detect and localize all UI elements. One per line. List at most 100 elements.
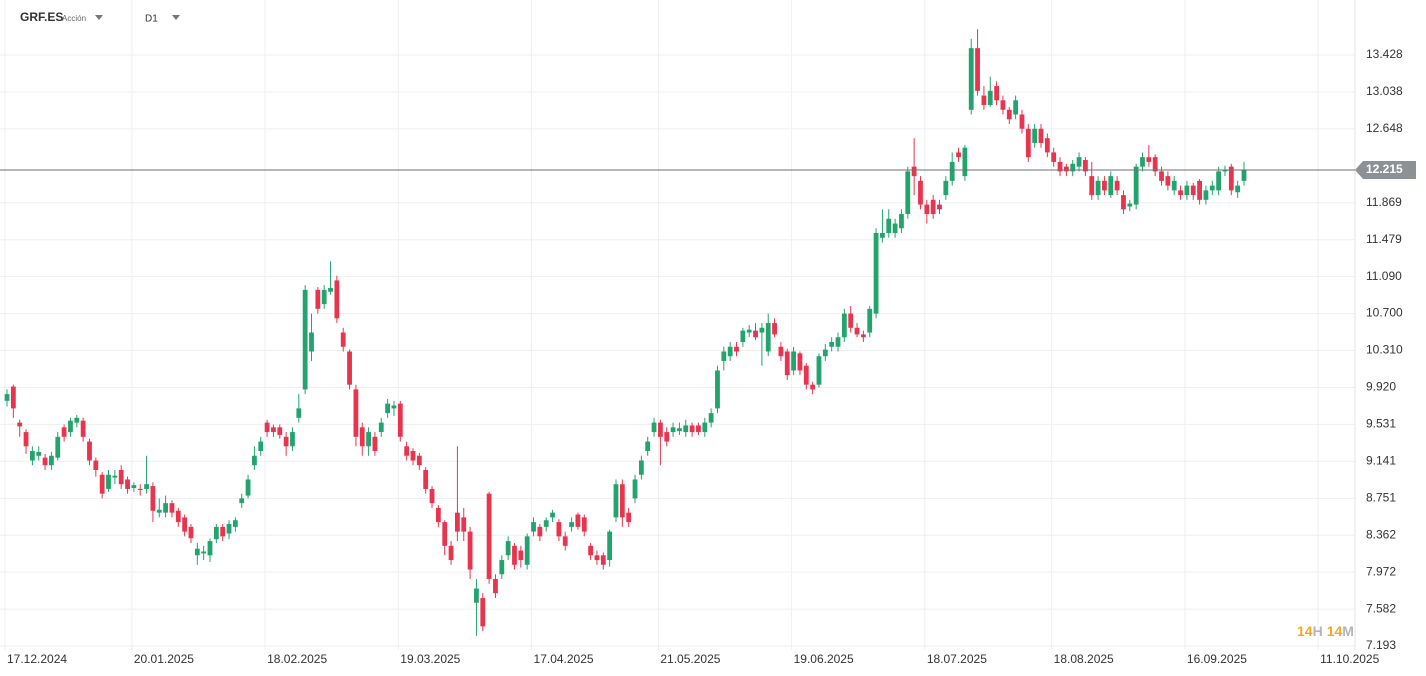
- candle-body: [23, 432, 29, 447]
- candle-body: [353, 389, 359, 437]
- candle-body: [499, 560, 505, 575]
- candle-body: [245, 479, 251, 496]
- countdown: 14H 14M: [1297, 623, 1354, 639]
- candle-body: [397, 403, 403, 437]
- candle-body: [334, 280, 340, 319]
- candle-body: [315, 289, 321, 309]
- candle-body: [163, 503, 168, 513]
- candle-body: [188, 526, 194, 539]
- candle-body: [924, 204, 930, 215]
- candle-body: [670, 427, 676, 433]
- candle-body: [74, 417, 80, 423]
- candle-body: [962, 147, 968, 177]
- candle-body: [645, 441, 651, 452]
- candle-body: [1190, 185, 1196, 196]
- candle-body: [829, 342, 835, 347]
- timeframe[interactable]: D1: [145, 14, 158, 25]
- candle-body: [1235, 185, 1241, 193]
- candle-body: [600, 555, 606, 565]
- candle-body: [1057, 161, 1063, 172]
- candle-body: [886, 218, 892, 234]
- candle-body: [125, 479, 130, 489]
- candle-body: [810, 384, 816, 390]
- candle-body: [1159, 171, 1164, 181]
- candle-body: [410, 451, 416, 461]
- x-tick-label: 18.02.2025: [267, 652, 327, 666]
- candle-body: [791, 351, 797, 371]
- candle-body: [1070, 163, 1076, 172]
- candle-body: [657, 422, 663, 437]
- candle-body: [727, 346, 733, 357]
- candle-body: [556, 522, 562, 537]
- candle-body: [994, 86, 999, 101]
- labels: 7.193 7.582 7.972 8.362 8.751 9.141 9.531 9.920…: [7, 47, 1416, 666]
- candle-body: [144, 484, 149, 489]
- candle-body: [252, 455, 257, 466]
- candle-body: [106, 474, 111, 489]
- y-tick-label: 9.531: [1366, 417, 1396, 431]
- candle-body: [797, 353, 803, 371]
- y-tick-label: 8.751: [1366, 491, 1396, 505]
- candle-body: [632, 479, 638, 499]
- candle-body: [1121, 195, 1126, 210]
- candle-body: [696, 425, 701, 433]
- candle-body: [1102, 180, 1107, 191]
- candle-body: [854, 327, 860, 335]
- candle-body: [1146, 157, 1152, 162]
- candle-body: [746, 329, 752, 333]
- candle-body: [99, 474, 105, 494]
- candle-body: [708, 413, 714, 423]
- dropdown-arrow[interactable]: [172, 15, 180, 20]
- candle-body: [638, 460, 644, 475]
- candle-body: [651, 422, 657, 433]
- candle-body: [423, 469, 429, 489]
- candle-body: [1184, 185, 1190, 196]
- candle-body: [588, 545, 594, 556]
- candle-body: [1006, 109, 1012, 120]
- candle-body: [194, 548, 200, 556]
- x-tick-label: 18.07.2025: [927, 652, 987, 666]
- candle-body: [1095, 180, 1101, 196]
- candle-body: [1076, 157, 1082, 167]
- candle-body: [626, 512, 632, 523]
- candle-body: [1228, 166, 1234, 191]
- y-tick-label: 11.869: [1366, 195, 1402, 209]
- candle-body: [1063, 166, 1069, 172]
- symbol[interactable]: GRF.ES: [20, 10, 63, 24]
- candle-body: [1209, 185, 1215, 191]
- candles: [0, 29, 1355, 636]
- candle-body: [29, 451, 35, 461]
- countdown-minutes: 14: [1327, 623, 1343, 639]
- candle-body: [772, 323, 777, 335]
- candle-body: [835, 337, 841, 347]
- candle-body: [150, 486, 156, 511]
- candle-body: [512, 545, 517, 565]
- candle-body: [1044, 138, 1050, 153]
- candle-body: [803, 365, 809, 385]
- candle-body: [734, 346, 739, 352]
- last-price-box: [1355, 160, 1416, 179]
- candle-body: [4, 394, 10, 401]
- y-tick-label: 11.090: [1366, 269, 1402, 283]
- candle-body: [283, 436, 289, 447]
- candle-body: [467, 531, 473, 570]
- candle-body: [239, 498, 245, 504]
- candle-body: [531, 522, 536, 532]
- candle-body: [207, 541, 213, 556]
- candle-body: [296, 408, 302, 418]
- candle-body: [1241, 169, 1247, 181]
- dropdown-arrow[interactable]: [95, 15, 103, 20]
- candle-body: [740, 330, 746, 343]
- candle-body: [841, 313, 847, 338]
- candle-body: [68, 420, 73, 433]
- candle-body: [49, 455, 54, 466]
- candle-body: [448, 545, 454, 561]
- instrument-type[interactable]: Acción: [62, 14, 86, 23]
- y-tick-label: 10.310: [1366, 343, 1403, 357]
- candle-body: [721, 351, 727, 361]
- candle-body: [290, 432, 295, 447]
- candle-body: [1108, 176, 1114, 196]
- candle-body: [968, 48, 974, 110]
- candle-body: [17, 422, 23, 427]
- candle-body: [753, 330, 758, 338]
